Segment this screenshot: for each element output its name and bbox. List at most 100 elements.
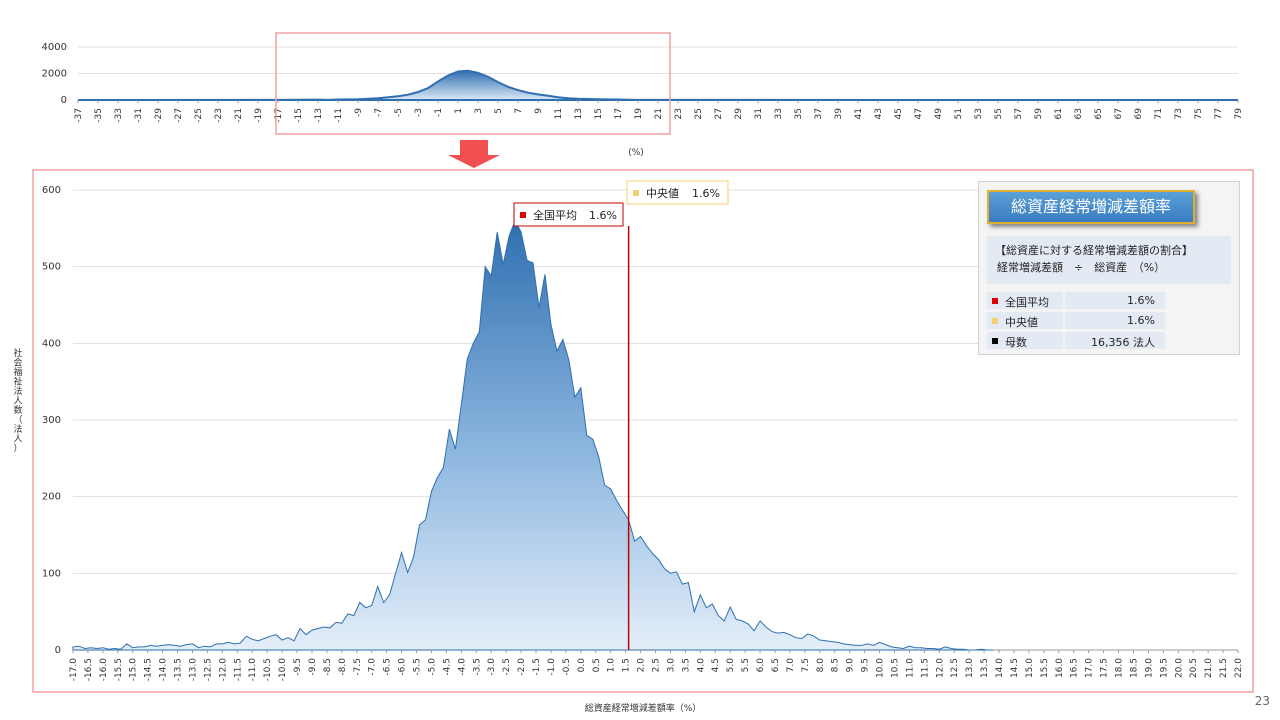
main-x-tick-label: 1.5 — [622, 658, 632, 672]
main-x-tick-label: 17.0 — [1085, 658, 1095, 678]
overview-x-tick-label: 31 — [754, 108, 764, 119]
overview-x-tick-label: 63 — [1074, 108, 1084, 119]
info-formula: 【総資産に対する経常増減差額の割合】 経常増減差額 ÷ 総資産 （%） — [987, 236, 1231, 284]
main-x-tick-label: -13.0 — [188, 658, 198, 682]
overview-x-tick-label: 49 — [934, 108, 944, 120]
main-x-tick-label: -16.5 — [84, 658, 94, 681]
overview-x-tick-label: -7 — [374, 108, 384, 117]
median-annotation: 中央値 1.6% — [626, 180, 729, 205]
main-x-tick-label: 21.5 — [1219, 658, 1229, 678]
overview-x-tick-label: 57 — [1014, 108, 1024, 119]
overview-x-tick-label: 55 — [994, 108, 1004, 119]
info-row-mean: 全国平均 1.6% — [987, 292, 1165, 309]
main-x-tick-label: 9.5 — [861, 658, 871, 672]
median-marker-square — [633, 190, 639, 196]
overview-x-tick-label: -5 — [394, 108, 404, 117]
info-title: 総資産経常増減差額率 — [987, 190, 1195, 224]
overview-highlight-frame — [275, 32, 671, 135]
overview-x-tick-label: -37 — [74, 108, 84, 123]
main-x-tick-label: 12.0 — [935, 658, 945, 678]
main-y-tick-label: 300 — [42, 415, 61, 426]
main-x-tick-label: 20.0 — [1174, 658, 1184, 678]
overview-x-axis-label: (%) — [628, 148, 644, 158]
main-x-tick-label: -1.0 — [547, 658, 557, 676]
overview-x-tick-label: 27 — [714, 108, 724, 119]
main-x-tick-label: 19.0 — [1144, 658, 1154, 678]
main-x-tick-label: -7.5 — [353, 658, 363, 676]
overview-x-tick-label: 73 — [1174, 108, 1184, 119]
overview-x-tick-label: 79 — [1234, 108, 1244, 120]
main-y-tick-label: 500 — [42, 262, 61, 273]
main-x-tick-label: -5.0 — [427, 658, 437, 676]
main-x-tick-label: -10.0 — [278, 658, 288, 682]
overview-x-tick-label: -3 — [414, 108, 424, 117]
overview-x-tick-label: 75 — [1194, 108, 1204, 119]
main-x-tick-label: 11.5 — [920, 658, 930, 678]
overview-area — [77, 69, 1239, 101]
overview-x-tick-label: -29 — [154, 108, 164, 123]
main-x-tick-label: 7.0 — [786, 658, 796, 673]
mean-annotation-value: 1.6% — [589, 209, 617, 222]
main-x-tick-label: 4.5 — [711, 658, 721, 672]
overview-x-tick-label: 41 — [854, 108, 864, 119]
main-x-tick-label: -10.5 — [263, 658, 273, 681]
overview-x-tick-label: 21 — [654, 108, 664, 119]
main-x-tick-label: -16.0 — [99, 658, 109, 682]
info-row-value: 16,356 法人 — [1091, 336, 1155, 349]
main-x-tick-label: 3.0 — [666, 658, 676, 673]
overview-x-tick-label: 9 — [534, 108, 544, 114]
main-x-tick-label: -0.5 — [562, 658, 572, 676]
overview-x-tick-label: -17 — [274, 108, 284, 123]
overview-x-tick-label: 19 — [634, 108, 644, 120]
main-y-tick-label: 0 — [55, 645, 61, 656]
main-x-tick-label: 0.0 — [577, 658, 587, 673]
info-panel: 総資産経常増減差額率 【総資産に対する経常増減差額の割合】 経常増減差額 ÷ 総… — [978, 181, 1240, 355]
overview-x-tick-label: 15 — [594, 108, 604, 119]
main-x-tick-label: -17.0 — [69, 658, 79, 682]
main-x-tick-label: 19.5 — [1159, 658, 1169, 678]
main-x-tick-label: -15.5 — [114, 658, 124, 681]
mean-marker-square — [520, 212, 526, 218]
main-x-tick-label: -4.0 — [457, 658, 467, 676]
main-x-tick-label: 14.5 — [1010, 658, 1020, 678]
main-chart-frame — [32, 169, 1254, 693]
main-x-tick-label: -12.0 — [218, 658, 228, 682]
main-x-tick-label: -1.5 — [532, 658, 542, 676]
overview-x-tick-label: -19 — [254, 108, 264, 123]
main-x-tick-label: -11.5 — [233, 658, 243, 681]
overview-x-tick-label: 69 — [1134, 108, 1144, 120]
overview-x-tick-label: 61 — [1054, 108, 1064, 119]
main-y-axis-label: 社会福祉法人数（法人） — [13, 347, 22, 454]
overview-x-tick-label: 37 — [814, 108, 824, 119]
main-x-tick-label: 3.5 — [681, 658, 691, 672]
overview-x-tick-label: 25 — [694, 108, 704, 119]
info-row-label: 母数 — [1005, 336, 1027, 349]
overview-x-tick-label: 77 — [1214, 108, 1224, 119]
main-area — [72, 219, 994, 651]
info-row-median: 中央値 1.6% — [987, 312, 1165, 329]
overview-x-tick-label: 67 — [1114, 108, 1124, 119]
main-x-tick-label: 2.0 — [637, 658, 647, 673]
overview-x-tick-label: -9 — [354, 108, 364, 117]
median-annotation-value: 1.6% — [692, 187, 720, 200]
main-x-tick-label: -6.5 — [383, 658, 393, 676]
main-x-tick-label: 0.5 — [592, 658, 602, 672]
overview-x-tick-label: 11 — [554, 108, 564, 119]
main-x-tick-label: -2.5 — [502, 658, 512, 676]
overview-x-tick-label: -27 — [174, 108, 184, 123]
main-x-tick-label: 21.0 — [1204, 658, 1214, 678]
overview-x-tick-label: 45 — [894, 108, 904, 119]
main-x-tick-label: 14.0 — [995, 658, 1005, 678]
main-x-tick-label: 17.5 — [1100, 658, 1110, 678]
main-x-tick-label: 12.5 — [950, 658, 960, 678]
main-y-tick-label: 200 — [42, 492, 61, 503]
main-x-tick-label: 6.0 — [756, 658, 766, 673]
main-x-tick-label: -9.0 — [308, 658, 318, 676]
info-row-value: 1.6% — [1127, 294, 1155, 307]
main-x-tick-label: 15.5 — [1040, 658, 1050, 678]
overview-x-tick-label: -23 — [214, 108, 224, 123]
overview-x-tick-label: 3 — [474, 108, 484, 114]
overview-x-tick-label: 65 — [1094, 108, 1104, 119]
overview-x-tick-label: 1 — [454, 108, 464, 114]
